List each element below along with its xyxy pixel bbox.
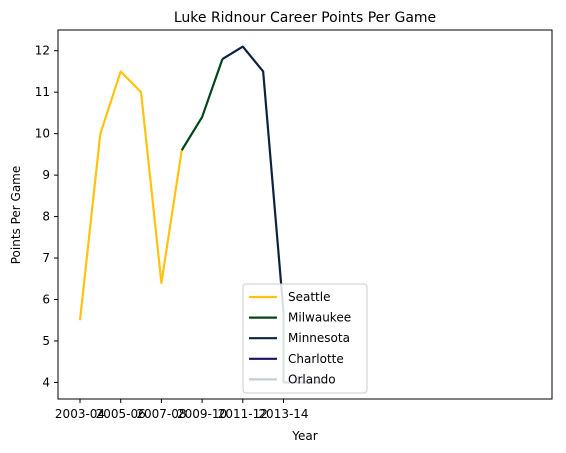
x-axis-title: Year <box>291 429 317 443</box>
x-tick-label: 2011-12 <box>218 407 268 421</box>
legend-label-minnesota: Minnesota <box>288 331 350 345</box>
chart-title: Luke Ridnour Career Points Per Game <box>174 10 436 26</box>
y-tick-label: 7 <box>42 251 50 265</box>
y-tick-label: 12 <box>35 44 50 58</box>
legend-box <box>242 283 368 394</box>
series-line-seattle <box>78 70 183 321</box>
x-tick-label: 2007-08 <box>136 407 186 421</box>
x-tick-label: 2005-06 <box>96 407 146 421</box>
plot-frame <box>57 29 553 400</box>
series-line-minnesota <box>221 45 285 313</box>
y-tick-label: 5 <box>42 334 50 348</box>
legend-label-milwaukee: Milwaukee <box>288 311 351 325</box>
x-tick-label: 2003-04 <box>55 407 105 421</box>
x-axis: 2003-042005-062007-082009-102011-122013-… <box>55 399 309 421</box>
y-tick-label: 10 <box>35 127 50 141</box>
y-tick-label: 6 <box>42 292 50 306</box>
y-tick-label: 4 <box>42 375 50 389</box>
x-tick-label: 2009-10 <box>177 407 227 421</box>
legend-label-orlando: Orlando <box>288 372 336 386</box>
y-axis-title: Points Per Game <box>9 166 23 265</box>
legend: Seattle Milwaukee Minnesota Charlotte Orland… <box>242 283 368 394</box>
series-line-milwaukee-0 <box>180 58 224 151</box>
x-tick-label: 2013-14 <box>258 407 308 421</box>
y-tick-label: 9 <box>42 168 50 182</box>
y-axis: 4 5 6 7 8 9 10 11 12 <box>35 44 58 389</box>
y-tick-label: 8 <box>42 210 50 224</box>
legend-label-seattle: Seattle <box>288 290 330 304</box>
y-tick-label: 11 <box>35 85 50 99</box>
legend-label-charlotte: Charlotte <box>288 352 344 366</box>
